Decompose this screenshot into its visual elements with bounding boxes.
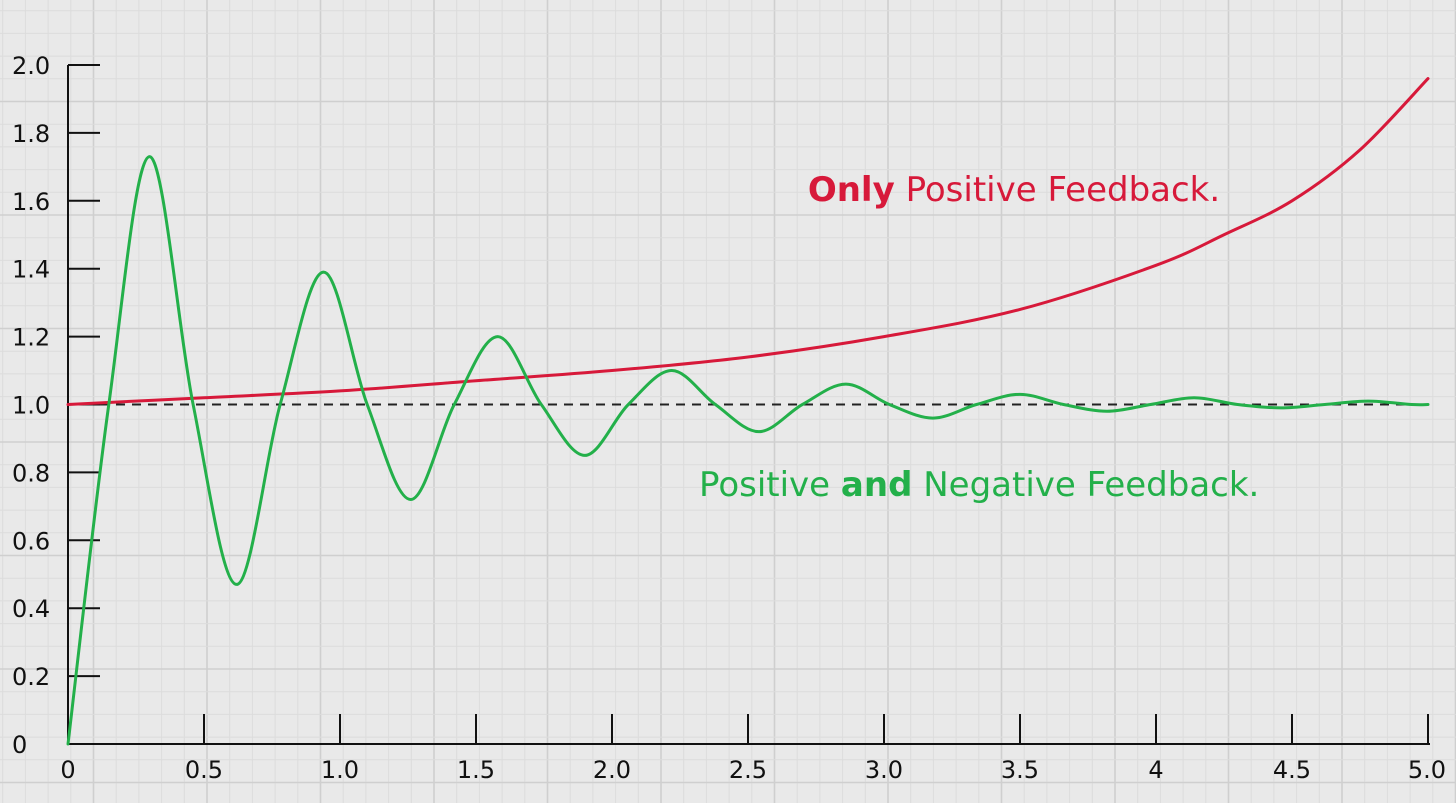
y-tick-label: 0.4	[12, 595, 50, 623]
series-line-1	[66, 155, 1430, 746]
x-tick-label: 4.5	[1273, 756, 1311, 784]
x-tick-label: 0	[60, 756, 75, 784]
y-tick-label: 0.2	[12, 663, 50, 691]
annotation-text: Positive	[699, 465, 841, 505]
annotations: Only Positive Feedback. Positive and Nega…	[699, 170, 1259, 505]
x-tick-label: 1.5	[457, 756, 495, 784]
axes: 0 0.2 0.4 0.6 0.8 1.0 1.2 1.4 1.6 1.8 2.0 0 0.5 1.0 1.…	[12, 52, 1446, 784]
y-tick-label: 0.6	[12, 527, 50, 555]
annotation-text: Positive Feedback.	[895, 170, 1220, 210]
series-group	[66, 77, 1430, 746]
x-tick-label: 2.5	[729, 756, 767, 784]
annotation-bold-text: Only	[808, 170, 895, 210]
y-tick-label: 1.2	[12, 324, 50, 352]
y-tick-label: 1.8	[12, 120, 50, 148]
annotation-bold-text: and	[841, 465, 913, 505]
x-tick-label: 2.0	[593, 756, 631, 784]
series-line-0	[66, 77, 1430, 406]
y-tick-label: 1.6	[12, 188, 50, 216]
annotation-text: Negative Feedback.	[912, 465, 1259, 505]
y-tick-label: 1.4	[12, 256, 50, 284]
y-tick-label: 1.0	[12, 392, 50, 420]
x-tick-label: 3.5	[1001, 756, 1039, 784]
x-tick-label: 4	[1148, 756, 1163, 784]
y-tick-label: 2.0	[12, 52, 50, 80]
x-tick-label: 1.0	[321, 756, 359, 784]
x-tick-label: 3.0	[865, 756, 903, 784]
y-tick-label: 0	[12, 731, 27, 759]
x-tick-label: 0.5	[185, 756, 223, 784]
annotation-red: Only Positive Feedback.	[808, 170, 1220, 210]
annotation-green: Positive and Negative Feedback.	[699, 465, 1259, 505]
x-tick-label: 5.0	[1408, 756, 1446, 784]
y-tick-label: 0.8	[12, 459, 50, 487]
